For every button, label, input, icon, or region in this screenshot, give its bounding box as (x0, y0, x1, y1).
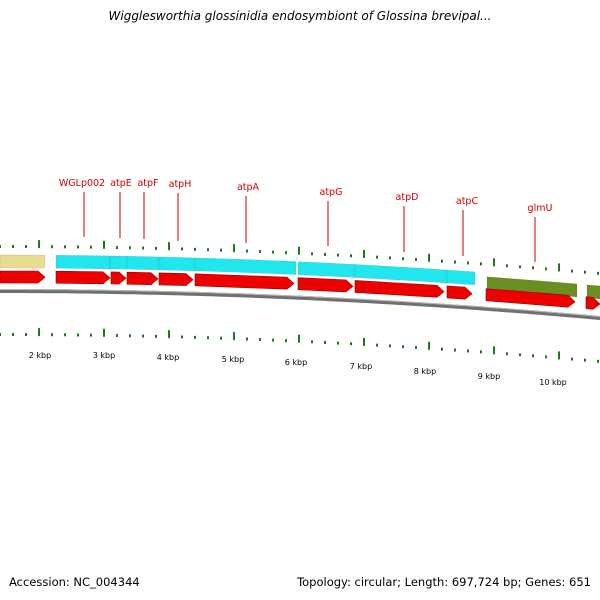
scale-label: 4 kbp (157, 353, 179, 362)
gene-label-atpa[interactable]: atpA (237, 182, 260, 193)
gene-label-glmu[interactable]: glmU (528, 203, 553, 214)
scale-label: 2 kbp (29, 351, 51, 360)
cds-arrow[interactable] (485, 288, 576, 308)
genome-summary: Topology: circular; Length: 697,724 bp; … (297, 575, 591, 589)
cds-arrow[interactable] (126, 271, 159, 286)
cds-arrow[interactable] (194, 273, 295, 290)
gene-feature[interactable] (0, 254, 46, 269)
gene-label-atpd[interactable]: atpD (396, 192, 419, 203)
gene-label-atpe[interactable]: atpE (110, 178, 132, 189)
scale-label: 6 kbp (285, 358, 307, 367)
accession-label: Accession: NC_004344 (9, 575, 140, 589)
cds-arrow[interactable] (297, 277, 354, 293)
scale-label: 8 kbp (414, 367, 436, 376)
scale-label: 3 kbp (93, 351, 115, 360)
gene-label-atph[interactable]: atpH (169, 179, 192, 190)
gene-label-atpf[interactable]: atpF (137, 178, 158, 189)
scale-label: 7 kbp (350, 362, 372, 371)
cds-arrow[interactable] (354, 280, 445, 298)
gene-feature[interactable] (194, 257, 297, 275)
genome-backbone (0, 289, 600, 320)
cds-arrow[interactable] (55, 270, 111, 285)
gene-label-atpc[interactable]: atpC (456, 196, 479, 207)
cds-arrow[interactable] (585, 296, 600, 310)
gene-feature[interactable] (158, 256, 196, 272)
gene-feature[interactable] (446, 269, 476, 286)
cds-arrow[interactable] (110, 271, 127, 285)
gene-feature[interactable] (297, 261, 356, 278)
cds-arrow[interactable] (446, 285, 473, 300)
backbone-highlight (0, 289, 600, 317)
cds-arrow[interactable] (158, 272, 194, 286)
gene-feature[interactable] (109, 255, 128, 270)
cds-arrow[interactable] (0, 270, 46, 284)
gene-label-wglp002[interactable]: WGLp002 (59, 178, 105, 189)
map-title: Wigglesworthia glossinidia endosymbiont … (108, 9, 492, 23)
gene-feature[interactable] (126, 255, 160, 271)
scale-label: 5 kbp (222, 355, 244, 364)
scale-label: 10 kbp (539, 378, 567, 387)
gene-label-atpg[interactable]: atpG (320, 187, 343, 198)
gene-feature[interactable] (55, 254, 111, 270)
gene-feature[interactable] (354, 264, 448, 284)
scale-label: 9 kbp (478, 372, 500, 381)
